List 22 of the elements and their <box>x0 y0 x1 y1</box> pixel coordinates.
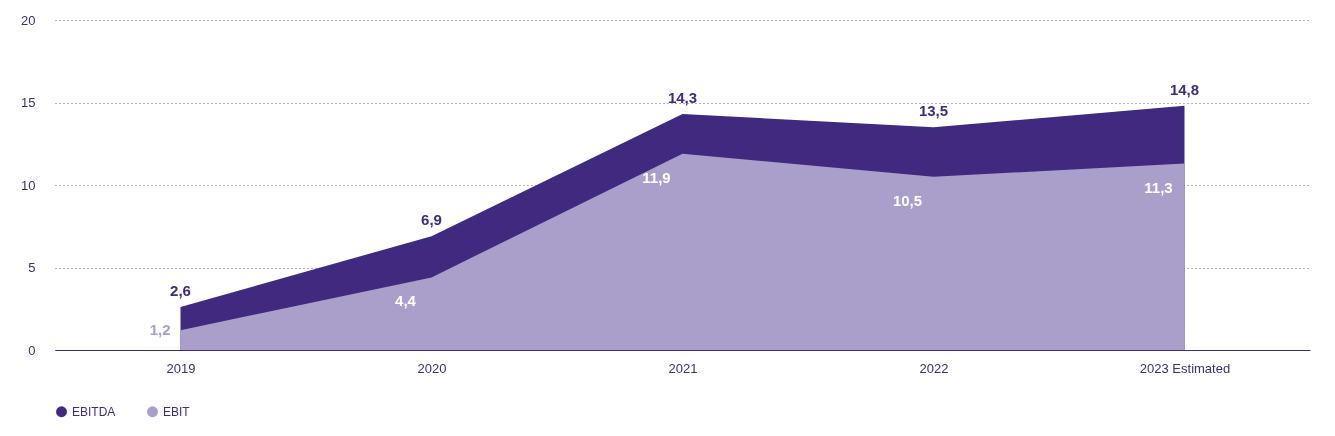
data-label: 14,3 <box>667 89 698 107</box>
data-label: 13,5 <box>918 102 949 120</box>
data-label: 11,9 <box>642 168 671 186</box>
data-label: 6,9 <box>421 211 442 229</box>
x-tick-label: 2019 <box>166 360 196 376</box>
y-tick-label: 20 <box>21 12 36 28</box>
legend-label: EBIT <box>163 404 191 419</box>
x-tick-label: 2020 <box>417 360 447 376</box>
x-tick-label: 2022 <box>919 360 949 376</box>
data-label: 11,3 <box>1144 178 1173 196</box>
y-tick-label: 5 <box>28 260 36 275</box>
legend-label: EBITDA <box>72 404 116 419</box>
data-label: 10,5 <box>892 191 923 209</box>
y-tick-label: 15 <box>21 95 36 110</box>
y-tick-label: 10 <box>21 177 36 193</box>
data-label: 1,2 <box>149 321 171 339</box>
x-tick-label: 2021 <box>668 360 698 376</box>
x-tick-label: 2023 Estimated <box>1139 360 1231 376</box>
y-tick-label: 0 <box>28 342 36 358</box>
data-label: 4,4 <box>395 292 417 310</box>
data-label: 14,8 <box>1169 80 1200 98</box>
data-label: 2,6 <box>170 282 191 300</box>
